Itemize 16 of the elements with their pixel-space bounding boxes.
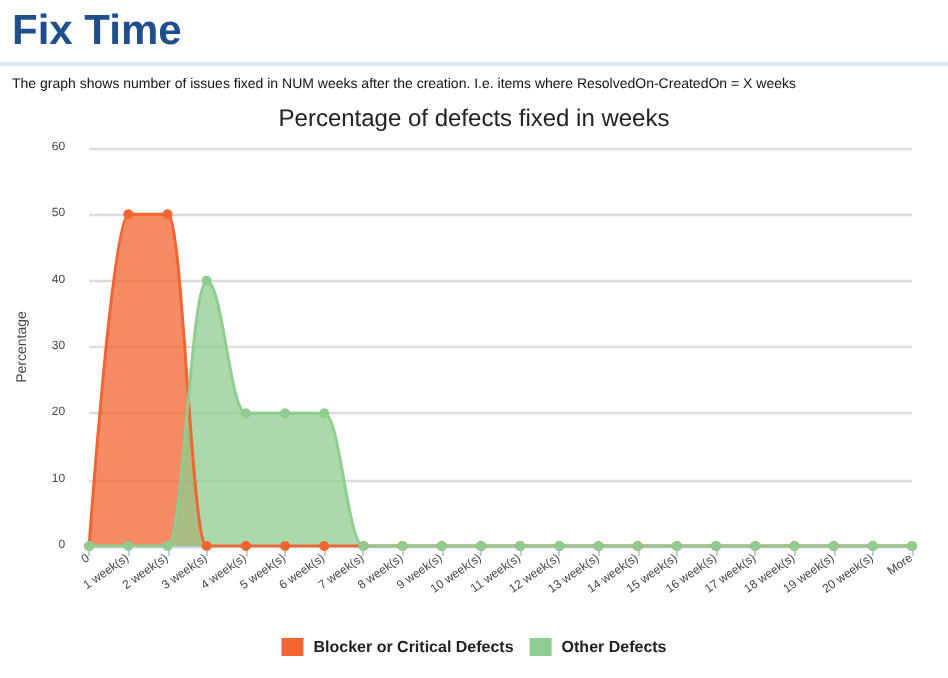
point (162, 209, 173, 220)
legend-label: Other Defects (561, 638, 668, 656)
point (201, 275, 212, 286)
point (319, 541, 330, 551)
point (280, 408, 291, 419)
point (240, 408, 251, 419)
point (123, 209, 134, 220)
chart-title: Fix Time (12, 8, 184, 56)
point (123, 541, 134, 551)
point (162, 541, 173, 551)
point (280, 541, 291, 551)
point (319, 408, 330, 419)
point (240, 541, 251, 551)
point (201, 541, 212, 551)
text: Percentage of defects fixed in weeks (278, 104, 670, 132)
legend-label: Blocker or Critical Defects (313, 638, 515, 656)
